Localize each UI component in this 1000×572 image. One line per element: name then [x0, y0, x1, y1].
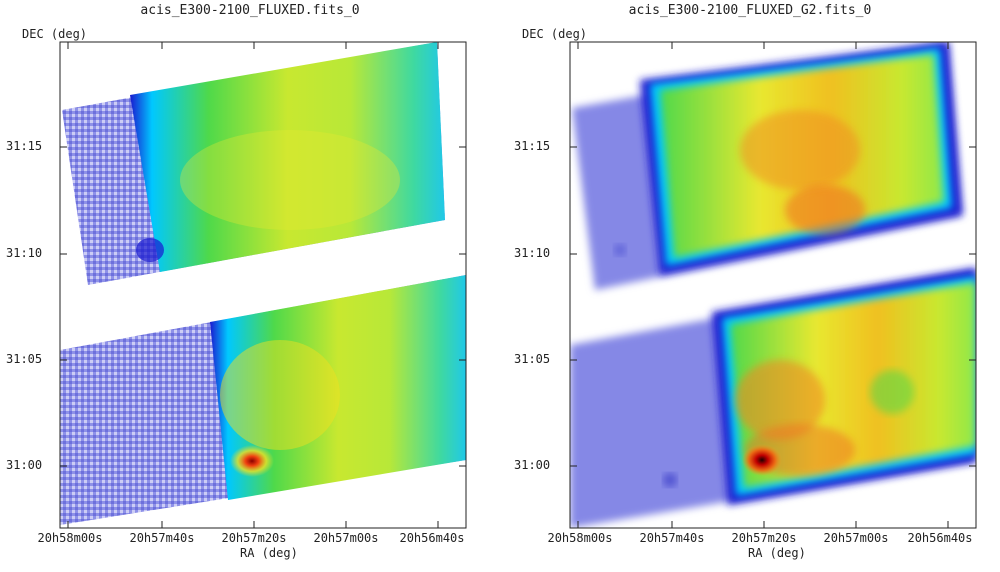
x-tick-label: 20h56m40s: [399, 531, 465, 545]
panel-title: acis_E300-2100_FLUXED_G2.fits_0: [628, 3, 872, 18]
ra-axis-label: RA (deg): [748, 546, 806, 560]
plot-frame: [59, 41, 467, 529]
y-tick-label: 31:00: [514, 458, 551, 472]
x-tick-marks: [67, 42, 439, 528]
left-image-data: [60, 42, 466, 525]
x-tick-label: 20h57m20s: [731, 531, 797, 545]
left-image-plot[interactable]: [0, 0, 500, 572]
y-tick-label: 31:05: [6, 352, 43, 366]
dec-axis-label: DEC (deg): [22, 27, 88, 41]
dec-axis-label: DEC (deg): [522, 27, 588, 41]
y-tick-label: 31:15: [514, 139, 551, 153]
y-tick-label: 31:00: [6, 458, 43, 472]
x-tick-label: 20h57m40s: [639, 531, 705, 545]
y-tick-label: 31:10: [514, 246, 551, 260]
y-tick-label: 31:05: [514, 352, 551, 366]
y-tick-marks: [60, 146, 466, 467]
plot-frame: [569, 41, 977, 529]
right-image-plot[interactable]: [500, 0, 1000, 572]
x-tick-label: 20h56m40s: [907, 531, 973, 545]
y-tick-label: 31:10: [6, 246, 43, 260]
x-tick-label: 20h57m00s: [823, 531, 889, 545]
x-tick-marks: [577, 42, 949, 528]
x-tick-label: 20h58m00s: [37, 531, 103, 545]
x-tick-label: 20h58m00s: [547, 531, 613, 545]
y-tick-label: 31:15: [6, 139, 43, 153]
ra-axis-label: RA (deg): [240, 546, 298, 560]
panel-title: acis_E300-2100_FLUXED.fits_0: [140, 3, 360, 18]
x-tick-label: 20h57m00s: [313, 531, 379, 545]
y-tick-marks: [570, 146, 976, 467]
x-tick-label: 20h57m40s: [129, 531, 195, 545]
right-image-panel: acis_E300-2100_FLUXED_G2.fits_0 DEC (deg…: [500, 0, 1000, 572]
x-tick-label: 20h57m20s: [221, 531, 287, 545]
left-image-panel: acis_E300-2100_FLUXED.fits_0 DEC (deg): [0, 0, 500, 572]
right-image-data: [570, 42, 976, 528]
